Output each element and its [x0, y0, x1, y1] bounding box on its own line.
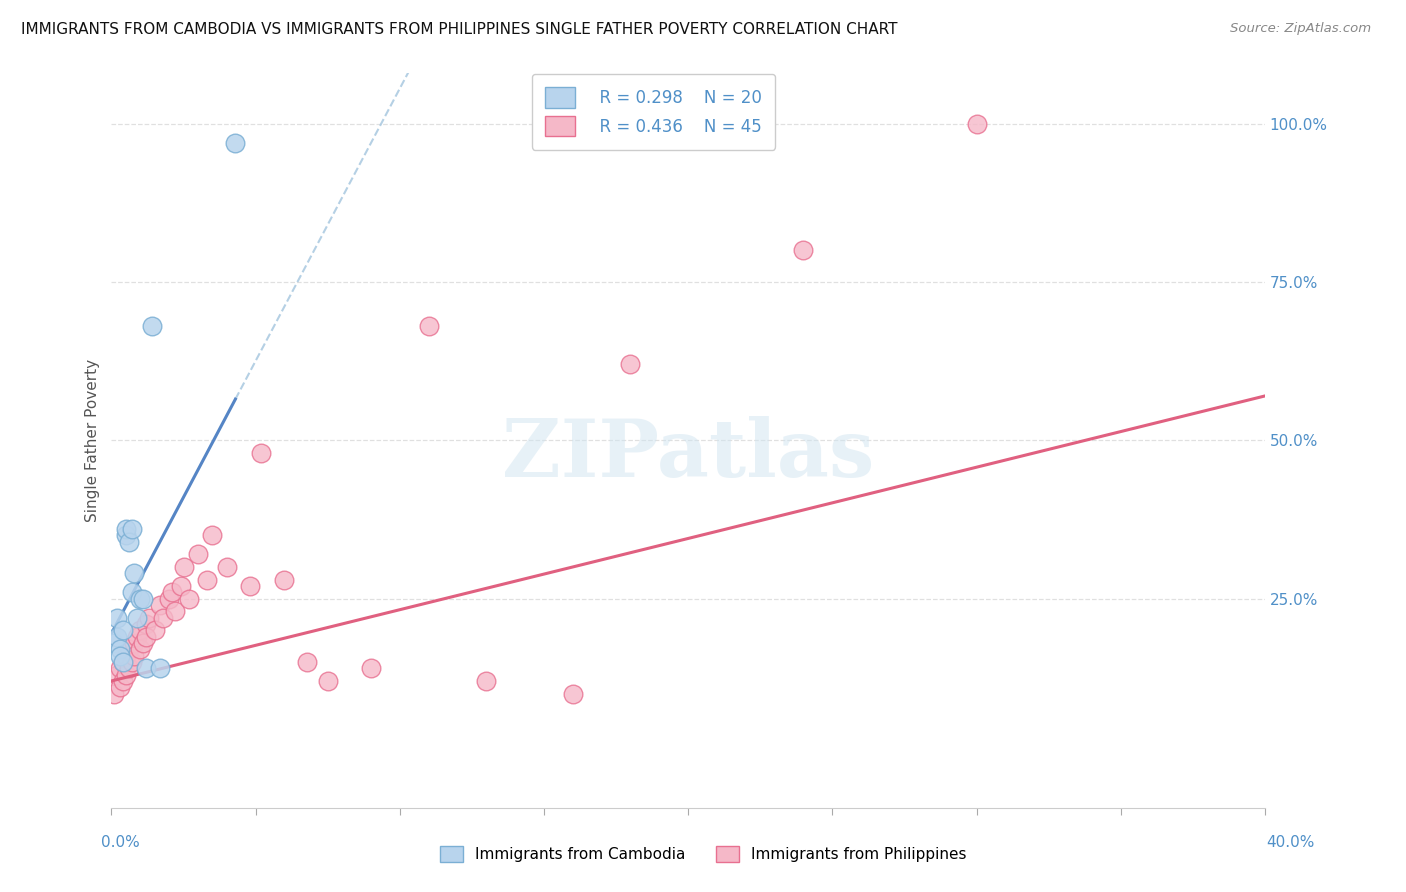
Point	[169, 579, 191, 593]
Point	[111, 673, 134, 688]
Point	[149, 661, 172, 675]
Point	[619, 357, 641, 371]
Point	[129, 642, 152, 657]
Point	[103, 636, 125, 650]
Point	[127, 630, 149, 644]
Point	[160, 585, 183, 599]
Point	[138, 610, 160, 624]
Point	[129, 624, 152, 638]
Point	[195, 573, 218, 587]
Legend:   R = 0.298    N = 20,   R = 0.436    N = 45: R = 0.298 N = 20, R = 0.436 N = 45	[531, 74, 775, 150]
Point	[561, 687, 583, 701]
Point	[316, 673, 339, 688]
Point	[121, 522, 143, 536]
Point	[135, 617, 157, 632]
Point	[157, 591, 180, 606]
Point	[105, 610, 128, 624]
Point	[135, 661, 157, 675]
Point	[121, 655, 143, 669]
Point	[224, 136, 246, 150]
Point	[108, 661, 131, 675]
Point	[105, 667, 128, 681]
Point	[108, 681, 131, 695]
Point	[475, 673, 498, 688]
Point	[111, 655, 134, 669]
Point	[114, 528, 136, 542]
Point	[111, 624, 134, 638]
Text: ZIPatlas: ZIPatlas	[502, 416, 875, 494]
Point	[297, 655, 319, 669]
Point	[124, 648, 146, 663]
Point	[179, 591, 201, 606]
Y-axis label: Single Father Poverty: Single Father Poverty	[86, 359, 100, 522]
Point	[124, 636, 146, 650]
Point	[360, 661, 382, 675]
Point	[124, 566, 146, 581]
Point	[143, 624, 166, 638]
Point	[215, 560, 238, 574]
Point	[149, 598, 172, 612]
Point	[105, 630, 128, 644]
Point	[792, 244, 814, 258]
Text: Source: ZipAtlas.com: Source: ZipAtlas.com	[1230, 22, 1371, 36]
Point	[127, 610, 149, 624]
Point	[108, 648, 131, 663]
Point	[173, 560, 195, 574]
Point	[118, 534, 141, 549]
Point	[135, 630, 157, 644]
Point	[111, 655, 134, 669]
Point	[250, 446, 273, 460]
Text: 0.0%: 0.0%	[101, 836, 141, 850]
Point	[114, 667, 136, 681]
Point	[118, 661, 141, 675]
Point	[273, 573, 295, 587]
Point	[163, 604, 186, 618]
Point	[129, 591, 152, 606]
Point	[152, 610, 174, 624]
Point	[418, 319, 440, 334]
Point	[114, 648, 136, 663]
Point	[108, 642, 131, 657]
Text: 40.0%: 40.0%	[1267, 836, 1315, 850]
Point	[141, 319, 163, 334]
Point	[118, 642, 141, 657]
Point	[132, 591, 155, 606]
Point	[121, 585, 143, 599]
Point	[239, 579, 262, 593]
Text: IMMIGRANTS FROM CAMBODIA VS IMMIGRANTS FROM PHILIPPINES SINGLE FATHER POVERTY CO: IMMIGRANTS FROM CAMBODIA VS IMMIGRANTS F…	[21, 22, 897, 37]
Point	[966, 117, 988, 131]
Point	[132, 636, 155, 650]
Point	[201, 528, 224, 542]
Point	[114, 522, 136, 536]
Legend: Immigrants from Cambodia, Immigrants from Philippines: Immigrants from Cambodia, Immigrants fro…	[433, 840, 973, 868]
Point	[187, 547, 209, 561]
Point	[103, 687, 125, 701]
